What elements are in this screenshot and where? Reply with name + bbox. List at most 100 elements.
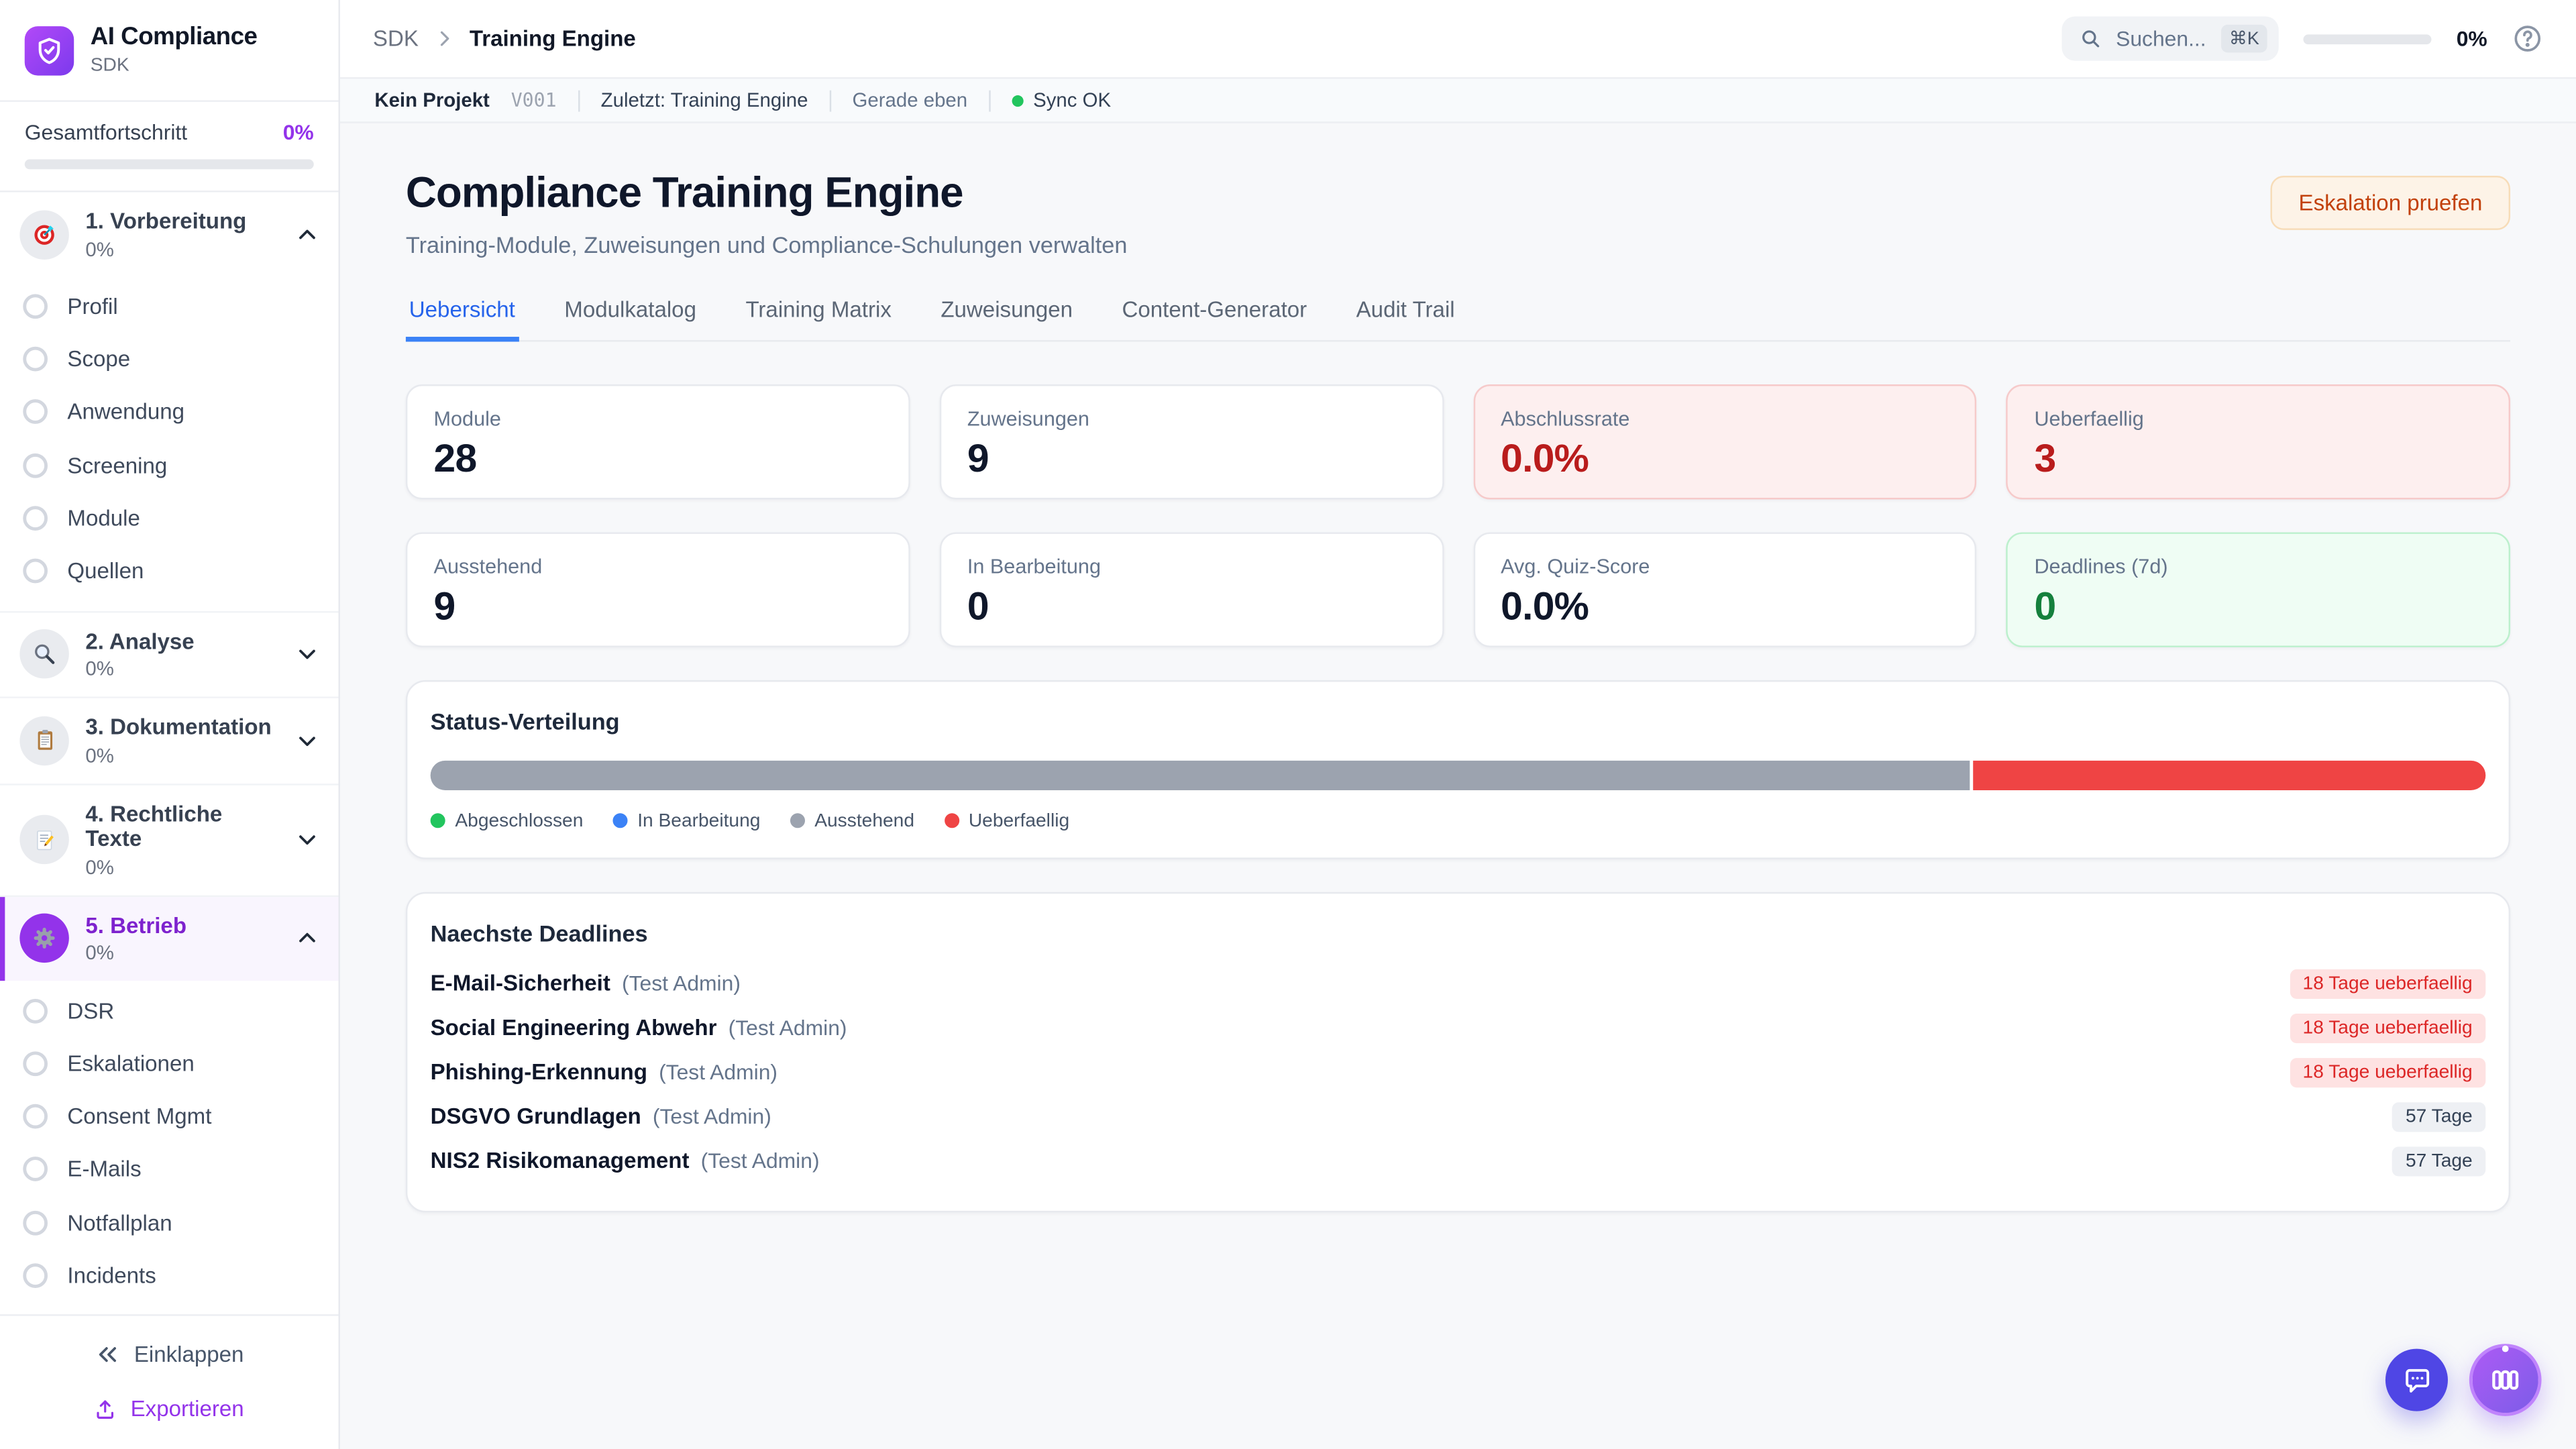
chat-bubble-icon [2401, 1364, 2432, 1396]
sidebar-section-header-5[interactable]: 5. Betrieb 0% [0, 896, 339, 981]
breadcrumb-root[interactable]: SDK [372, 26, 419, 51]
stat-label: Deadlines (7d) [2034, 554, 2168, 578]
main-area: SDK Training Engine Suchen... ⌘K 0% [339, 0, 2576, 1449]
deadline-assignee: (Test Admin) [728, 1015, 847, 1040]
divider [829, 89, 831, 111]
deadline-assignee: (Test Admin) [652, 1104, 771, 1129]
header-progress-bar [2303, 34, 2432, 44]
legend-item-abgeschlossen: Abgeschlossen [430, 810, 584, 831]
sidebar-section: 2. Analyse 0% [0, 612, 339, 699]
sidebar-item-quellen[interactable]: Quellen [0, 545, 338, 598]
stat-card-ausstehend: Ausstehend 9 [405, 531, 910, 647]
topbar: SDK Training Engine Suchen... ⌘K 0% [339, 0, 2576, 79]
help-button[interactable] [2512, 23, 2543, 54]
tab-content-generator[interactable]: Content-Generator [1122, 297, 1307, 322]
sidebar-item-label: Quellen [67, 558, 144, 584]
tab-audit-trail[interactable]: Audit Trail [1356, 297, 1455, 322]
legend-dot-icon [944, 813, 959, 828]
status-circle-icon [23, 505, 48, 531]
sync-status: Sync OK [1012, 89, 1111, 112]
distribution-segment-ausstehend [430, 759, 1970, 790]
sidebar-item-eskalationen[interactable]: Eskalationen [0, 1037, 338, 1090]
double-chevron-left-icon [95, 1342, 119, 1367]
sidebar: AI Compliance SDK Gesamtfortschritt 0% 1… [0, 0, 340, 1449]
tab-training-matrix[interactable]: Training Matrix [745, 297, 892, 322]
tab-zuweisungen[interactable]: Zuweisungen [941, 297, 1073, 322]
sidebar-section-header-3[interactable]: 3. Dokumentation 0% [0, 698, 338, 783]
sidebar-section-header-4[interactable]: 4. Rechtliche Texte 0% [0, 785, 338, 895]
chevron-up-icon [296, 223, 319, 246]
section-label: 1. Vorbereitung [85, 209, 247, 233]
sidebar-item-consent-mgmt[interactable]: Consent Mgmt [0, 1090, 338, 1143]
sidebar-item-profil[interactable]: Profil [0, 280, 338, 333]
legend-label: Abgeschlossen [455, 810, 584, 831]
memo-icon [19, 815, 69, 865]
section-items: DSR Eskalationen Consent Mgmt E-Mails Notfal… [0, 981, 338, 1315]
legend-item-ausstehend: Ausstehend [790, 811, 914, 830]
sidebar-item-incidents[interactable]: Incidents [0, 1249, 338, 1302]
section-label: 3. Dokumentation [85, 714, 272, 740]
stat-card-ueberfaellig: Ueberfaellig 3 [2006, 384, 2511, 499]
export-label: Exportieren [130, 1396, 244, 1421]
section-percent: 0% [85, 237, 114, 261]
distribution-segment-ueberfaellig [1972, 759, 2486, 790]
status-circle-icon [23, 294, 48, 319]
sidebar-item-e-mails[interactable]: E-Mails [0, 1143, 338, 1196]
chevron-right-icon [433, 28, 455, 50]
stat-value: 28 [433, 436, 478, 481]
stat-value: 0 [2034, 584, 2056, 629]
stat-label: In Bearbeitung [967, 554, 1101, 578]
search-shortcut-kbd: ⌘K [2220, 24, 2268, 53]
stat-label: Avg. Quiz-Score [1501, 554, 1650, 578]
section-text: 1. Vorbereitung 0% [85, 209, 246, 260]
collapse-sidebar-button[interactable]: Einklappen [81, 1334, 257, 1375]
search-input[interactable]: Suchen... ⌘K [2061, 16, 2279, 61]
sidebar-footer: Einklappen Exportieren [0, 1314, 339, 1449]
legend-dot-icon [430, 813, 445, 828]
last-saved-time: Gerade eben [852, 89, 968, 112]
tab-modulkatalog[interactable]: Modulkatalog [564, 297, 696, 322]
deadline-row: E-Mail-Sicherheit (Test Admin) 18 Tage ueb… [431, 962, 2486, 1006]
deadline-row: Phishing-Erkennung (Test Admin) 18 Tage ue… [431, 1051, 2486, 1095]
stat-value: 0.0% [1501, 584, 1589, 629]
stat-label: Abschlussrate [1501, 407, 1630, 430]
sidebar-item-dsr[interactable]: DSR [0, 984, 338, 1037]
overall-progress: Gesamtfortschritt 0% [0, 102, 339, 193]
sidebar-item-anwendung[interactable]: Anwendung [0, 386, 338, 439]
status-circle-icon [23, 998, 48, 1024]
sidebar-item-whistleblower[interactable]: Whistleblower [0, 1301, 338, 1314]
tab-bar: Uebersicht Modulkatalog Training Matrix Zuw… [405, 297, 2511, 341]
chat-fab-button[interactable] [2385, 1348, 2448, 1411]
help-circle-icon [2512, 23, 2543, 54]
sidebar-item-scope[interactable]: Scope [0, 333, 338, 386]
sidebar-item-label: Profil [67, 294, 118, 319]
target-icon [19, 209, 69, 260]
legend-dot-icon [790, 813, 805, 828]
stat-value: 3 [2034, 436, 2056, 481]
check-escalation-button[interactable]: Eskalation pruefen [2270, 176, 2511, 230]
sidebar-item-screening[interactable]: Screening [0, 439, 338, 492]
page-title: Compliance Training Engine [405, 167, 964, 217]
deadline-row: NIS2 Risikomanagement (Test Admin) 57 Tage [431, 1140, 2486, 1184]
brand: AI Compliance SDK [0, 0, 339, 102]
panel-fab-button[interactable] [2469, 1344, 2542, 1417]
app-title: AI Compliance [90, 23, 258, 52]
export-button[interactable]: Exportieren [81, 1390, 257, 1428]
sidebar-section-header-1[interactable]: 1. Vorbereitung 0% [0, 193, 338, 277]
sidebar-item-label: Incidents [67, 1263, 156, 1288]
section-label: 4. Rechtliche Texte [85, 801, 223, 852]
last-visited: Zuletzt: Training Engine [600, 89, 808, 112]
sidebar-nav: 1. Vorbereitung 0% Profil Scope Anwendung Scr… [0, 193, 339, 1315]
status-circle-icon [23, 347, 48, 372]
deadline-row: DSGVO Grundlagen (Test Admin) 57 Tage [431, 1095, 2486, 1139]
floating-buttons [2385, 1344, 2542, 1417]
sidebar-item-notfallplan[interactable]: Notfallplan [0, 1196, 338, 1249]
sidebar-section-header-2[interactable]: 2. Analyse 0% [0, 612, 338, 697]
shield-check-icon [24, 25, 74, 75]
deadline-module-name: DSGVO Grundlagen [430, 1104, 641, 1129]
tab-uebersicht[interactable]: Uebersicht [405, 297, 519, 341]
sidebar-item-module[interactable]: Module [0, 492, 338, 545]
chevron-down-icon [296, 828, 319, 851]
status-circle-icon [23, 1051, 48, 1077]
